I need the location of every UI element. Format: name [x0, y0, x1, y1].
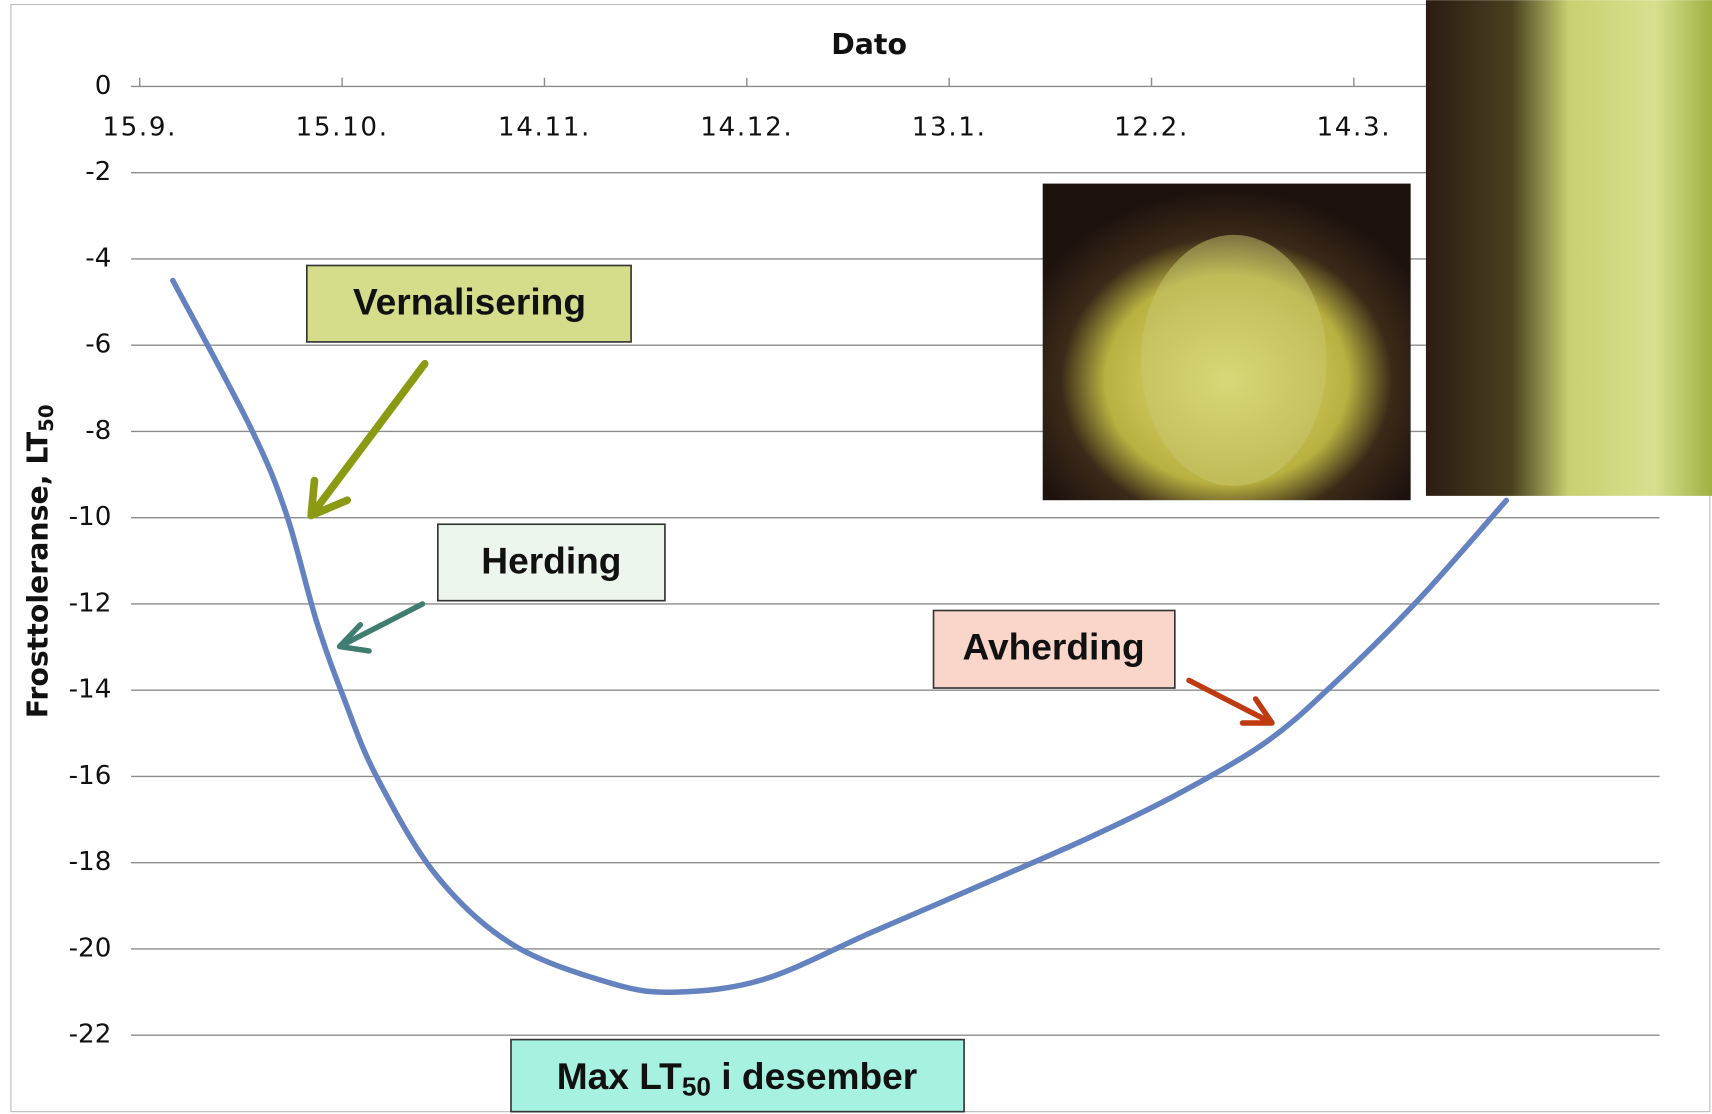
- y-tick-label: 0: [95, 71, 112, 101]
- annotation-text: i desember: [711, 1055, 917, 1097]
- annotation-box: [510, 1038, 965, 1113]
- y-tick-label: -8: [85, 416, 111, 446]
- y-tick-label: -20: [69, 933, 112, 963]
- y-tick-label: -14: [69, 675, 112, 705]
- annotation: Max LT50 i desember: [557, 1055, 918, 1102]
- line-series: [170, 277, 1510, 995]
- x-tick-label: 14.3.: [1316, 112, 1391, 142]
- photo: [1425, 0, 1712, 496]
- x-tick-label: 14.12.: [700, 112, 793, 142]
- y-axis-title-subscript: 50: [34, 404, 57, 431]
- y-tick-label: -4: [85, 243, 111, 273]
- annotation-box: [437, 523, 666, 602]
- y-tick-label: -12: [69, 588, 112, 618]
- annotation-text: Max LT: [557, 1055, 682, 1097]
- y-tick-label: -2: [85, 157, 111, 187]
- x-tick-label: 12.2.: [1114, 112, 1189, 142]
- x-tick-label: 15.9.: [102, 112, 177, 142]
- arrow: [1186, 677, 1275, 726]
- y-tick-label: -18: [69, 847, 112, 877]
- arrow: [336, 601, 426, 654]
- annotation: Vernalisering: [353, 281, 586, 323]
- y-tick-label: -16: [69, 761, 112, 791]
- y-tick-label: -6: [85, 330, 111, 360]
- x-tick-label: 14.11.: [498, 112, 591, 142]
- y-tick-label: -10: [69, 502, 112, 532]
- y-axis-title: Frosttoleranse, LT50: [21, 404, 57, 718]
- x-tick-label: 15.10.: [296, 112, 389, 142]
- annotation-box: [305, 264, 632, 343]
- annotation-box: [932, 609, 1176, 689]
- x-tick-label: 13.1.: [912, 112, 987, 142]
- y-tick-label: -22: [69, 1020, 112, 1050]
- annotation: Herding: [481, 539, 621, 581]
- x-axis-title: Dato: [831, 28, 907, 61]
- plot-area: 0 -2 -4 -6 -8 -10 -12 -14 -16 -18 -20 -22 15.9. 15.10…: [69, 71, 1660, 1050]
- y-axis-title-text: Frosttoleranse, LT: [21, 431, 54, 718]
- annotation: Avherding: [963, 626, 1145, 668]
- photo-detail: [1140, 234, 1327, 487]
- annotation-subscript: 50: [682, 1072, 711, 1102]
- arrow: [307, 359, 429, 520]
